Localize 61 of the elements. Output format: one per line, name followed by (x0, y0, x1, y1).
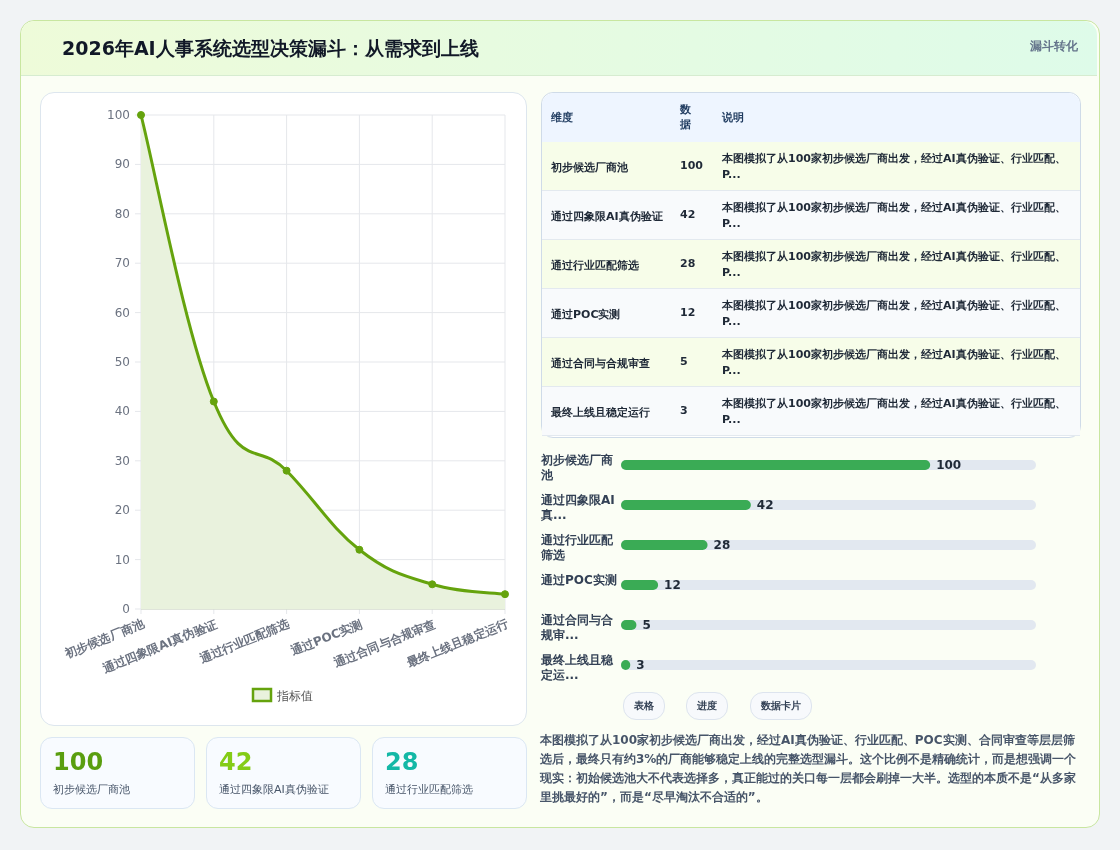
category-label: 通过四象限AI真伪验证 (551, 208, 664, 225)
text: 说明 (722, 110, 744, 125)
y-tick-label: 10 (114, 552, 130, 567)
y-tick-label: 20 (114, 503, 130, 518)
data-label: 42 (680, 208, 696, 221)
y-tick-label: 通过合同与合规审... (541, 613, 614, 643)
y-tick-label: 0 (122, 602, 130, 616)
data-label: 5 (642, 618, 651, 632)
data-label: 12 (664, 578, 681, 592)
data-label: 28 (385, 748, 419, 776)
text: 本图模拟了从100家初步候选厂商出发，经过AI真伪验证、行业匹配、P... (722, 151, 1067, 183)
y-tick-label: 90 (114, 157, 130, 172)
y-tick-label: 60 (114, 305, 130, 320)
data-label: 100 (936, 458, 962, 472)
data-label: 100 (680, 159, 703, 172)
data-label: 28 (713, 538, 731, 552)
data-label: 3 (636, 658, 645, 672)
chart-title: 2026年AI人事系统选型决策漏斗：从需求到上线 (62, 36, 479, 61)
category-label: 通过四象限AI真伪验证 (219, 782, 329, 797)
point (282, 466, 291, 475)
category-label: 通过行业匹配筛选 (385, 782, 473, 797)
text: 进度 (686, 692, 728, 720)
bar (621, 500, 751, 510)
text: 本图模拟了从100家初步候选厂商出发，经过AI真伪验证、行业匹配、P... (722, 298, 1067, 330)
y-tick-label: 100 (107, 108, 130, 122)
bar (621, 540, 708, 550)
y-tick-label: 最终上线且稳定运... (541, 653, 614, 683)
text: 漏斗转化 (1030, 38, 1078, 55)
category-label: 最终上线且稳定运行 (551, 404, 651, 421)
data-label: 100 (53, 748, 104, 776)
text: 表格 (623, 692, 665, 720)
y-tick-label: 通过四象限AI真... (541, 493, 616, 523)
y-tick-label: 40 (114, 404, 130, 419)
point (209, 397, 218, 406)
data-label: 12 (680, 306, 696, 319)
data-label: 42 (756, 498, 774, 512)
data-label: 5 (680, 355, 688, 368)
y-tick-label: 初步候选厂商池 (541, 453, 614, 483)
y-tick-label: 通过行业匹配筛选 (541, 533, 614, 563)
y-tick-label: 80 (114, 206, 130, 221)
data-label: 42 (219, 748, 253, 776)
point (355, 545, 364, 554)
text: 本图模拟了从100家初步候选厂商出发，经过AI真伪验证、行业匹配、P... (722, 396, 1067, 428)
text: 本图模拟了从100家初步候选厂商出发，经过AI真伪验证、行业匹配、POC实测、合同审查等层层筛选后，最终只有约3%的厂商能够稳定上线的完整选型漏斗。这个比例不是精确统计，而是想强调一个现实：初始候选池大不代表选择多，真正能过的关口每一层都会刷掉一大半。选型的本质不是“从多家里挑最好的”，而是“尽早淘汰不合适的”。 (540, 732, 1078, 806)
text: 本图模拟了从100家初步候选厂商出发，经过AI真伪验证、行业匹配、P... (722, 347, 1067, 379)
y-tick-label: 30 (114, 453, 130, 468)
y-tick-label: 通过POC实测 (541, 573, 617, 588)
text: 数据卡片 (750, 692, 812, 720)
bar (621, 580, 659, 590)
point (501, 590, 509, 599)
text: 维度 (551, 110, 573, 125)
data-label: 3 (680, 404, 688, 417)
text: 本图模拟了从100家初步候选厂商出发，经过AI真伪验证、行业匹配、P... (722, 200, 1067, 232)
text: 本图模拟了从100家初步候选厂商出发，经过AI真伪验证、行业匹配、P... (722, 249, 1067, 281)
y-tick-label: 50 (114, 355, 130, 369)
legend-label: 指标值 (276, 689, 313, 703)
text: 数据 (680, 102, 692, 132)
data-label: 28 (680, 257, 696, 270)
category-label: 通过合同与合规审查 (551, 355, 651, 372)
point (428, 580, 437, 589)
y-tick-label: 70 (114, 256, 130, 271)
